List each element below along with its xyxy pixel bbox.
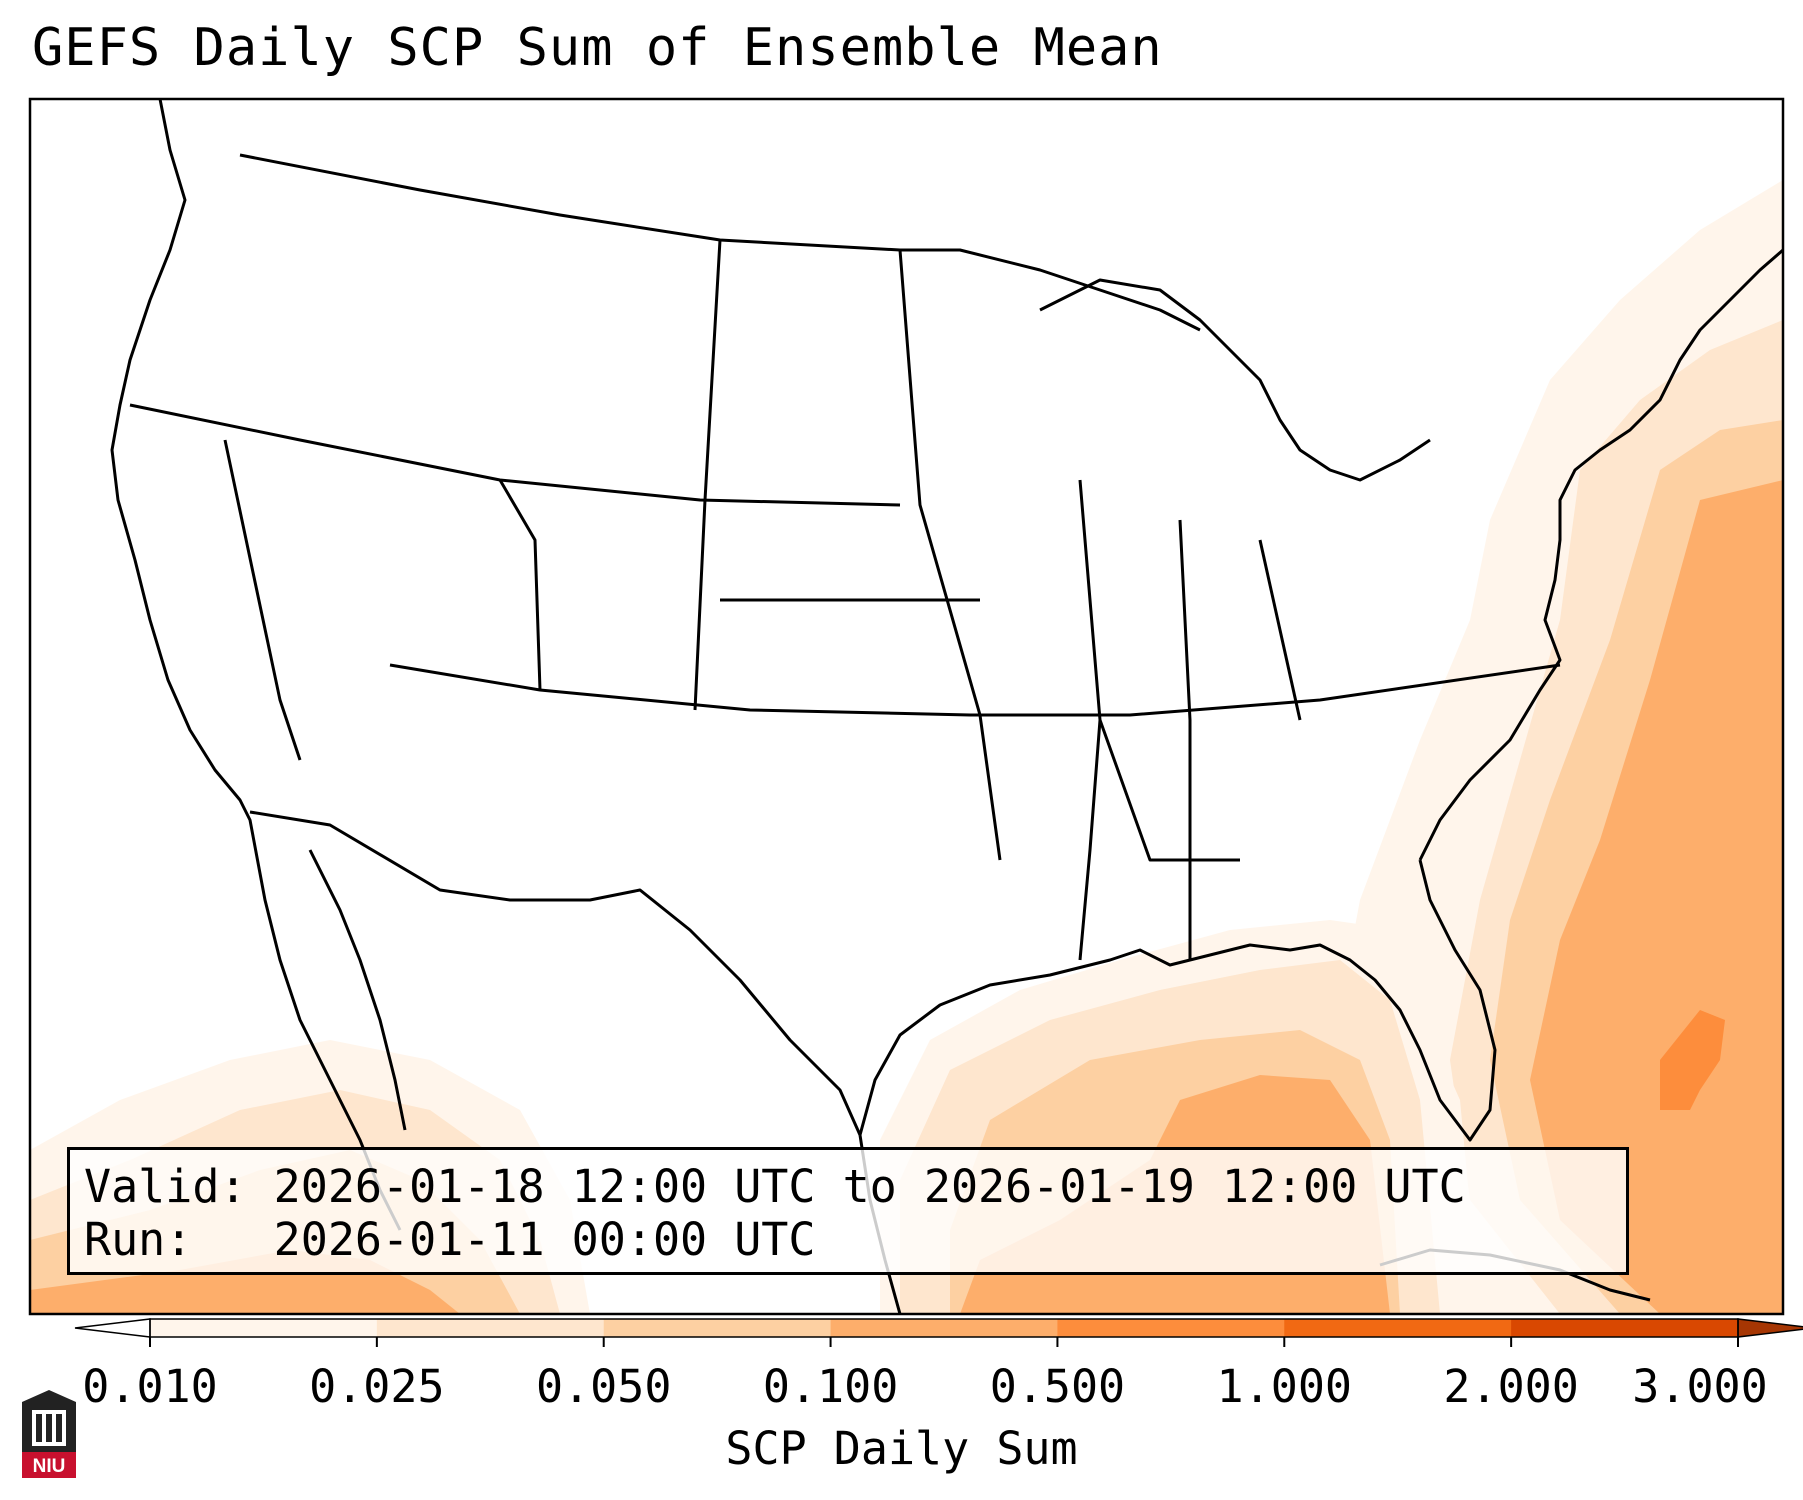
scp-atlantic-orange bbox=[1530, 480, 1783, 1314]
colorbar-tick-label: 2.000 bbox=[1443, 1360, 1579, 1413]
colorbar-tick-label: 0.010 bbox=[82, 1360, 218, 1413]
colorbar-tick-label: 1.000 bbox=[1216, 1360, 1353, 1413]
state-line-11 bbox=[1258, 539, 1302, 721]
state-line-4 bbox=[498, 479, 542, 691]
state-line-5 bbox=[693, 239, 722, 711]
scp-bahamas-max bbox=[1660, 1010, 1725, 1110]
mexico-border bbox=[249, 810, 862, 1136]
colorbar-segment bbox=[830, 1319, 1058, 1337]
info-box: Valid: 2026-01-18 12:00 UTC to 2026-01-1… bbox=[67, 1147, 1629, 1275]
colorbar-label: SCP Daily Sum bbox=[725, 1422, 1078, 1475]
run-time-text: Run: 2026-01-11 00:00 UTC bbox=[84, 1213, 816, 1266]
colorbar-tick-label: 0.025 bbox=[309, 1360, 445, 1413]
colorbar-segment bbox=[1057, 1319, 1285, 1337]
colorbar-tick-label: 3.000 bbox=[1632, 1360, 1768, 1413]
colorbar bbox=[74, 1318, 1803, 1347]
state-line-6 bbox=[898, 249, 1002, 861]
colorbar-segment bbox=[1284, 1319, 1512, 1337]
colorbar-tick-label: 0.500 bbox=[989, 1360, 1126, 1413]
state-line-3 bbox=[223, 439, 302, 761]
svg-text:NIU: NIU bbox=[33, 1456, 66, 1477]
colorbar-segment bbox=[376, 1319, 605, 1337]
canada-border bbox=[239, 153, 1201, 332]
state-line-8 bbox=[1178, 519, 1192, 960]
state-line-7 bbox=[1078, 479, 1102, 961]
coastline-baja bbox=[308, 849, 407, 1131]
colorbar-tick-label: 0.050 bbox=[535, 1360, 672, 1413]
colorbar-tick-label: 0.100 bbox=[762, 1360, 899, 1413]
colorbar-segment bbox=[150, 1319, 378, 1337]
map-frame bbox=[28, 97, 1785, 1316]
colorbar-segment bbox=[1511, 1319, 1739, 1337]
map-title: GEFS Daily SCP Sum of Ensemble Mean bbox=[32, 18, 1163, 78]
coastline-atlantic bbox=[1418, 248, 1783, 861]
colorbar-over-triangle bbox=[1737, 1318, 1803, 1338]
great-lakes bbox=[1039, 278, 1431, 482]
niu-logo: NIU bbox=[22, 1390, 76, 1478]
valid-time-text: Valid: 2026-01-18 12:00 UTC to 2026-01-1… bbox=[84, 1160, 1466, 1213]
coastline-gulf bbox=[858, 859, 1497, 1142]
colorbar-segment bbox=[603, 1319, 832, 1337]
colorbar-under-triangle bbox=[74, 1318, 151, 1338]
colorbar-frame bbox=[149, 1318, 1739, 1338]
state-line-1 bbox=[129, 403, 901, 507]
state-line-2 bbox=[389, 663, 1561, 717]
coastline-pacific bbox=[110, 99, 402, 1231]
state-line-10 bbox=[1098, 719, 1240, 862]
